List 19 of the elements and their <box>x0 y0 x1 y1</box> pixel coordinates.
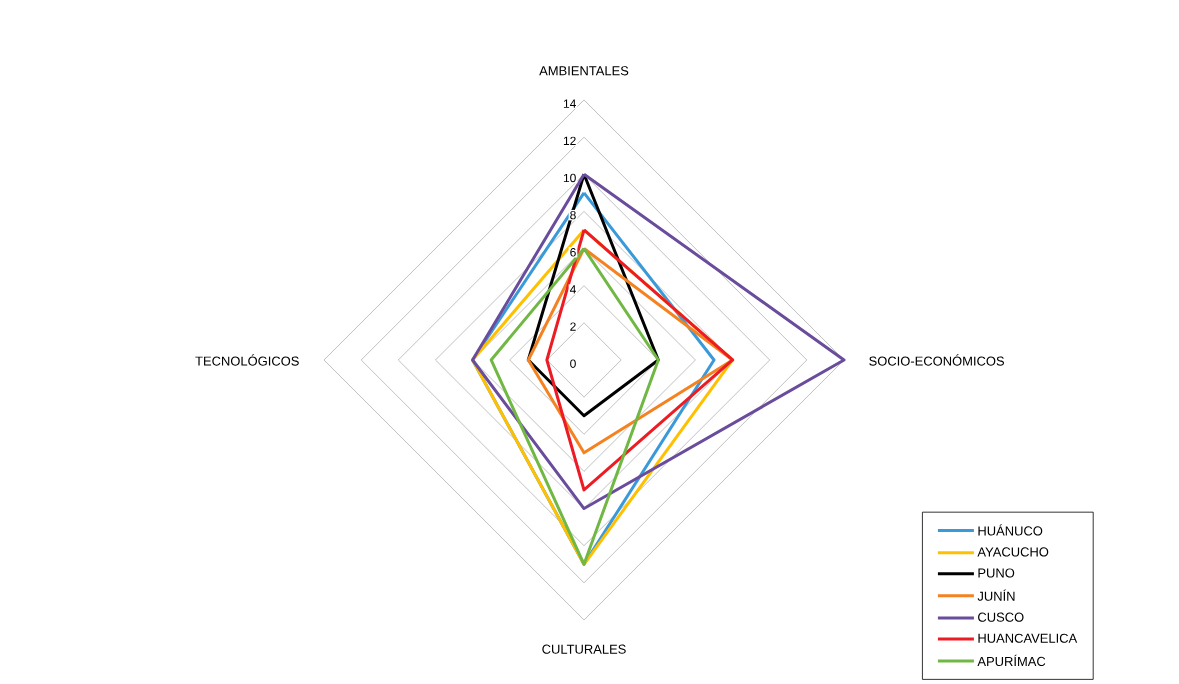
spoke-label: SOCIO-ECONÓMICOS <box>869 354 1005 366</box>
y-tick-label: 6 <box>570 248 576 257</box>
legend-label: APURÍMAC <box>977 654 1046 667</box>
spoke-label: CULTURALES <box>542 644 626 654</box>
y-tick-label: 14 <box>563 99 576 108</box>
y-tick-label: 8 <box>570 210 576 220</box>
legend-label: HUANCAVELICA <box>978 633 1078 643</box>
y-tick-label: 2 <box>570 322 576 331</box>
legend-label: CUSCO <box>978 612 1024 622</box>
y-tick-label: 10 <box>563 173 576 183</box>
y-tick-label: 12 <box>563 136 576 146</box>
legend-label: JUNÍN <box>977 589 1015 601</box>
legend-label: PUNO <box>978 568 1015 578</box>
spoke-label: AMBIENTALES <box>539 66 629 76</box>
y-tick-label: 0 <box>570 359 576 368</box>
y-tick-label: 4 <box>569 285 576 294</box>
legend-label: HUÁNUCO <box>978 524 1043 536</box>
spoke-label: TECNOLÓGICOS <box>195 354 299 366</box>
legend-label: AYACUCHO <box>977 547 1049 557</box>
